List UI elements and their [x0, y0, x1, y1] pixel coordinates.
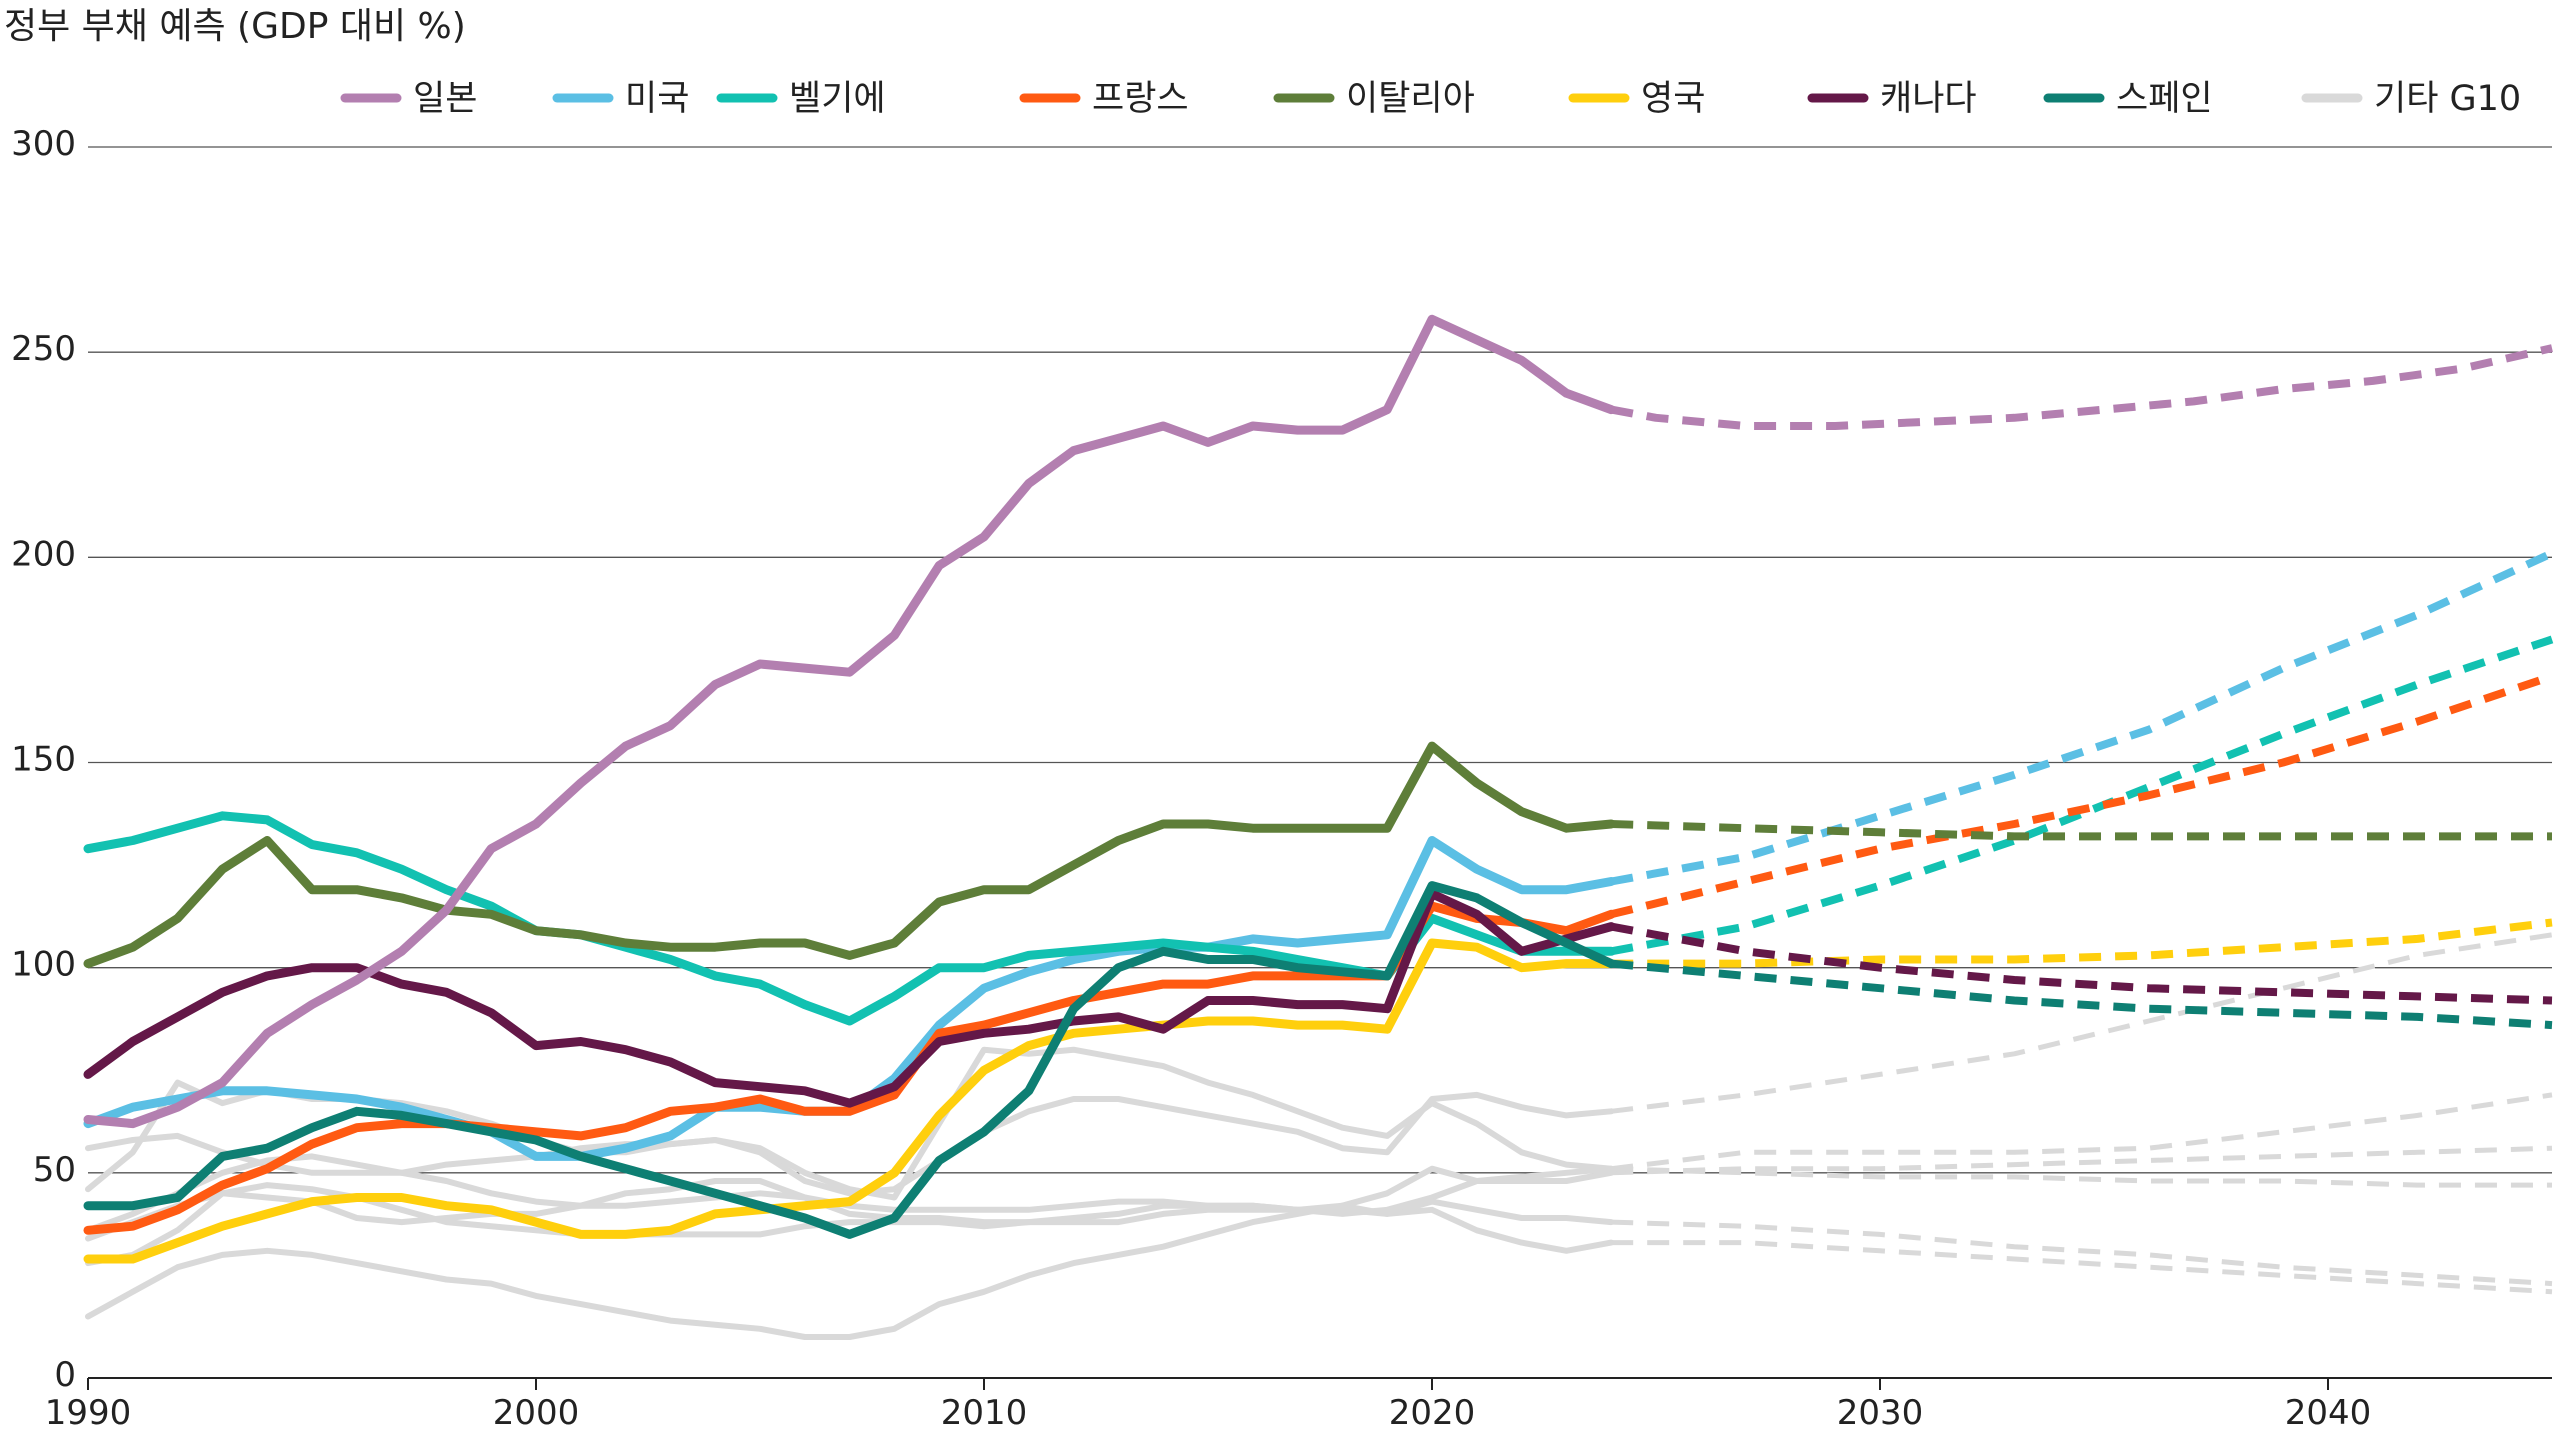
- legend-label: 스페인: [2116, 79, 2213, 119]
- other-g10-line: [85, 1091, 1615, 1197]
- series-projection-line: [1610, 672, 2554, 919]
- x-tick-label: 2030: [1837, 1393, 1924, 1433]
- legend-label: 영국: [1641, 79, 1705, 119]
- other-g10-projection-line: [1610, 1092, 2553, 1172]
- other-g10-lines: [85, 932, 2553, 1340]
- series-line: [83, 889, 1616, 1108]
- other-g10-projection-line: [1611, 1145, 2553, 1176]
- series-lines: [83, 314, 2554, 1264]
- other-g10-line: [85, 1165, 1615, 1340]
- other-g10-line: [85, 1178, 1615, 1267]
- y-axis: 0 50 100 150 200 250 300: [11, 124, 76, 1395]
- other-g10-projection-line: [1610, 932, 2553, 1114]
- y-tick-label: 200: [11, 534, 76, 574]
- y-tick-label: 50: [33, 1150, 76, 1190]
- legend-label: 캐나다: [1880, 79, 1977, 119]
- x-tick-label: 2020: [1389, 1393, 1476, 1433]
- legend-label: 이탈리아: [1346, 79, 1475, 119]
- y-tick-label: 100: [11, 945, 76, 985]
- series-projection-line: [1611, 820, 2552, 841]
- series-line: [83, 314, 1616, 1129]
- y-tick-label: 150: [11, 740, 76, 780]
- legend-label: 기타 G10: [2374, 79, 2521, 119]
- series-projection-line: [1610, 635, 2554, 956]
- series-projection-line: [1610, 549, 2554, 886]
- other-g10-projection-line: [1611, 1219, 2553, 1287]
- series-projection-line: [1611, 918, 2553, 968]
- legend-label: 벨기에: [789, 79, 886, 119]
- series-line: [83, 741, 1616, 969]
- series-projection-line: [1610, 922, 2553, 1005]
- x-tick-label: 2000: [493, 1393, 580, 1433]
- series-line: [83, 881, 1616, 1239]
- y-tick-label: 300: [11, 124, 76, 164]
- x-tick-label: 2040: [2285, 1393, 2372, 1433]
- legend: 일본 미국 벨기에 프랑스 이탈리아 영국 캐나다 스페인 기타 G10: [340, 79, 2521, 119]
- series-line: [83, 938, 1616, 1264]
- other-g10-projection-line: [1611, 1166, 2552, 1188]
- chart-title: 정부 부채 예측 (GDP 대비 %): [4, 6, 466, 47]
- series-projection-line: [1610, 344, 2553, 430]
- legend-label: 미국: [625, 79, 689, 119]
- legend-label: 프랑스: [1092, 79, 1189, 119]
- y-tick-label: 250: [11, 329, 76, 369]
- legend-label: 일본: [413, 79, 477, 119]
- x-tick-label: 1990: [45, 1393, 132, 1433]
- series-line: [83, 811, 1616, 1026]
- series-projection-line: [1610, 959, 2553, 1030]
- gridlines: [88, 146, 2552, 1379]
- y-tick-label: 0: [54, 1355, 76, 1395]
- other-g10-projection-line: [1611, 1240, 2553, 1295]
- x-tick-label: 2010: [941, 1393, 1028, 1433]
- x-axis: 1990 2000 2010 2020 2030 2040: [45, 1378, 2372, 1433]
